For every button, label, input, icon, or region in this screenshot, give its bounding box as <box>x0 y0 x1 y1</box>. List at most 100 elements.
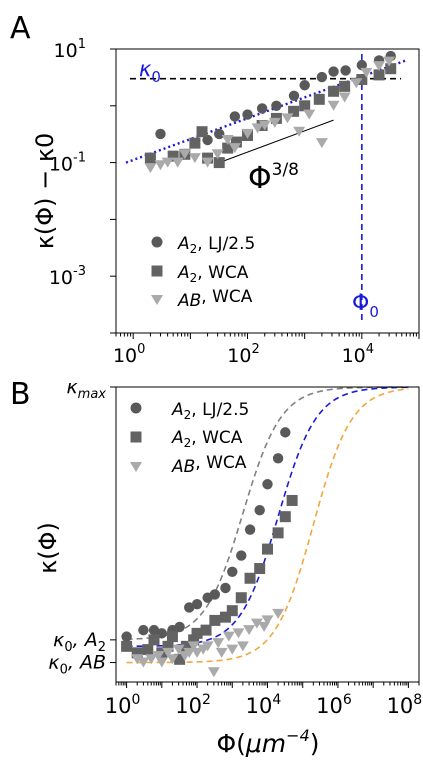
panel-b-ytick-label-0-part-0: κ <box>66 376 78 398</box>
panel-a-point-s2-11 <box>251 123 264 134</box>
panel-b-point-s2-10 <box>187 641 200 652</box>
legend-a-item-1-sub: 2 <box>190 242 198 256</box>
panel-a-point-s2-23 <box>383 56 396 67</box>
panel-a-point-s1-7 <box>222 142 234 154</box>
panel-a-point-s2-15 <box>293 126 306 137</box>
panel-a-frame <box>115 48 420 334</box>
panel-a-point-s1-13 <box>299 100 311 112</box>
panel-b-ytick-label-1: κ0, A2 <box>53 629 106 655</box>
panel-b-xtick-label-2-exp: 4 <box>272 692 281 708</box>
legend-b-item-2: A2, WCA <box>171 428 243 450</box>
phi0-sub: 0 <box>369 303 379 321</box>
panel-b-ytick-label-1-part-2: , A <box>73 629 98 651</box>
panel-b-point-s2-13 <box>201 641 214 652</box>
panel-b-ytick-label-0-part-1: max <box>78 387 107 402</box>
panel-b-point-s0-16 <box>272 453 284 464</box>
panel-a-xtick-label-1-base: 10 <box>227 345 251 367</box>
legend-a-item-3: AB, WCA <box>177 287 253 311</box>
panel-a-point-s0-1 <box>202 134 213 146</box>
panel-b-ytick-label-1-part-0: κ <box>53 629 65 651</box>
panel-a-point-s1-18 <box>373 69 385 81</box>
panel-a-letter: A <box>10 11 31 46</box>
panel-b-xtick-label-4-exp: 8 <box>413 692 422 708</box>
panel-b-ytick-label-1-part-1: 0 <box>64 640 72 655</box>
xlabel-sup: −4 <box>286 726 310 745</box>
panel-b-point-s0-6 <box>184 602 195 613</box>
panel-b-point-s1-9 <box>188 634 200 646</box>
panel-b-point-s2-21 <box>243 625 256 636</box>
panel-b-point-s1-8 <box>180 640 192 652</box>
panel-b-point-s1-6 <box>166 631 178 643</box>
panel-a-point-s2-19 <box>338 92 351 103</box>
panel-a-ytick-label-0-base: 10 <box>49 267 73 289</box>
panel-b-point-s0-0 <box>121 631 132 642</box>
panel-b-xtick-label-0: 100 <box>105 692 141 718</box>
panel-a-point-s1-15 <box>328 85 340 97</box>
panel-b-point-s2-4 <box>155 657 168 668</box>
panel-a-ytick-label-1: 10-1 <box>49 151 86 176</box>
panel-b-xtick-label-0-base: 10 <box>105 694 132 718</box>
panel-a-point-s2-20 <box>350 78 363 89</box>
legend-a-item-2-sub: 2 <box>190 271 198 285</box>
panel-a-point-s2-2 <box>161 157 174 168</box>
kappa0-main: κ <box>139 57 152 81</box>
panel-b-point-s1-16 <box>244 572 256 584</box>
panel-b-point-s2-0 <box>131 654 144 665</box>
panel-b-point-s2-19 <box>232 628 245 639</box>
panel-b-point-s2-22 <box>250 618 263 629</box>
panel-b-ytick-label-2: κ0, AB <box>48 652 106 678</box>
panel-a-plot-content <box>125 50 406 321</box>
legend-b-item-2-main: A <box>171 428 184 448</box>
slope-main: Φ <box>248 161 272 196</box>
panel-a-point-s0-4 <box>242 109 253 120</box>
panel-b-ytick-label-0: κmax <box>66 376 106 402</box>
panel-b-point-s2-20 <box>236 641 249 652</box>
panel-b-point-s0-9 <box>209 589 221 600</box>
panel-a-point-s0-9 <box>316 71 328 83</box>
panel-a-ytick-label-0: 10-3 <box>49 264 86 289</box>
panel-a-xtick-label-2-base: 10 <box>342 345 366 367</box>
panel-a-point-s1-19 <box>385 63 397 75</box>
panel-a-point-s2-1 <box>154 160 167 171</box>
panel-b-point-s2-1 <box>137 657 150 668</box>
panel-b-xtick-label-4: 108 <box>387 692 423 718</box>
legend-b-item-3-main: AB <box>171 457 195 477</box>
xlabel-unit: μm <box>245 729 286 758</box>
panel-a-ytick-label-1-base: 10 <box>49 154 73 176</box>
fit-curve-1 <box>126 386 409 648</box>
panel-a-point-s1-3 <box>189 137 201 149</box>
panel-b-xtick-label-1: 102 <box>175 692 211 718</box>
panel-a-point-s0-5 <box>256 103 268 114</box>
panel-a-point-s1-8 <box>230 136 242 148</box>
panel-b-point-s1-19 <box>272 527 284 539</box>
panel-a-point-s2-18 <box>327 100 340 111</box>
legend-a-triangle-marker <box>151 295 163 305</box>
panel-a-point-s0-6 <box>271 100 282 112</box>
panel-a-point-s2-8 <box>221 134 234 145</box>
panel-a-ytick-label-2-exp: 1 <box>78 37 86 52</box>
panel-b-point-s0-17 <box>280 427 291 438</box>
panel-a-xtick-label-0-base: 10 <box>113 345 137 367</box>
panel-b-xtick-label-1-base: 10 <box>175 694 202 718</box>
panel-a-ytick-label-2: 101 <box>54 37 86 62</box>
legend-b-item-3-rest: , WCA <box>195 453 246 473</box>
panel-a-xtick-label-0-exp: 0 <box>137 342 145 357</box>
kappa0-annotation: κ0 <box>139 57 161 86</box>
panel-b-point-s1-18 <box>262 543 273 555</box>
legend-b-triangle-marker <box>130 462 142 472</box>
panel-a-point-s2-17 <box>315 138 328 149</box>
panel-a-point-s2-6 <box>201 157 214 168</box>
panel-b-xtick-label-4-base: 10 <box>387 694 414 718</box>
panel-a-point-s1-1 <box>167 150 179 162</box>
fit-curve-0 <box>126 386 409 641</box>
panel-a-point-s2-9 <box>228 143 241 154</box>
panel-b-point-s2-24 <box>261 615 274 626</box>
panel-b-point-s1-21 <box>286 494 298 506</box>
panel-b-legend: A2, LJ/2.5 A2, WCA AB, WCA <box>130 400 249 477</box>
panel-b-point-s0-10 <box>220 582 231 594</box>
panel-b-point-s1-7 <box>174 653 186 665</box>
legend-a-item-2-main: A <box>177 263 190 283</box>
phi0-annotation: Φ0 <box>352 291 379 321</box>
